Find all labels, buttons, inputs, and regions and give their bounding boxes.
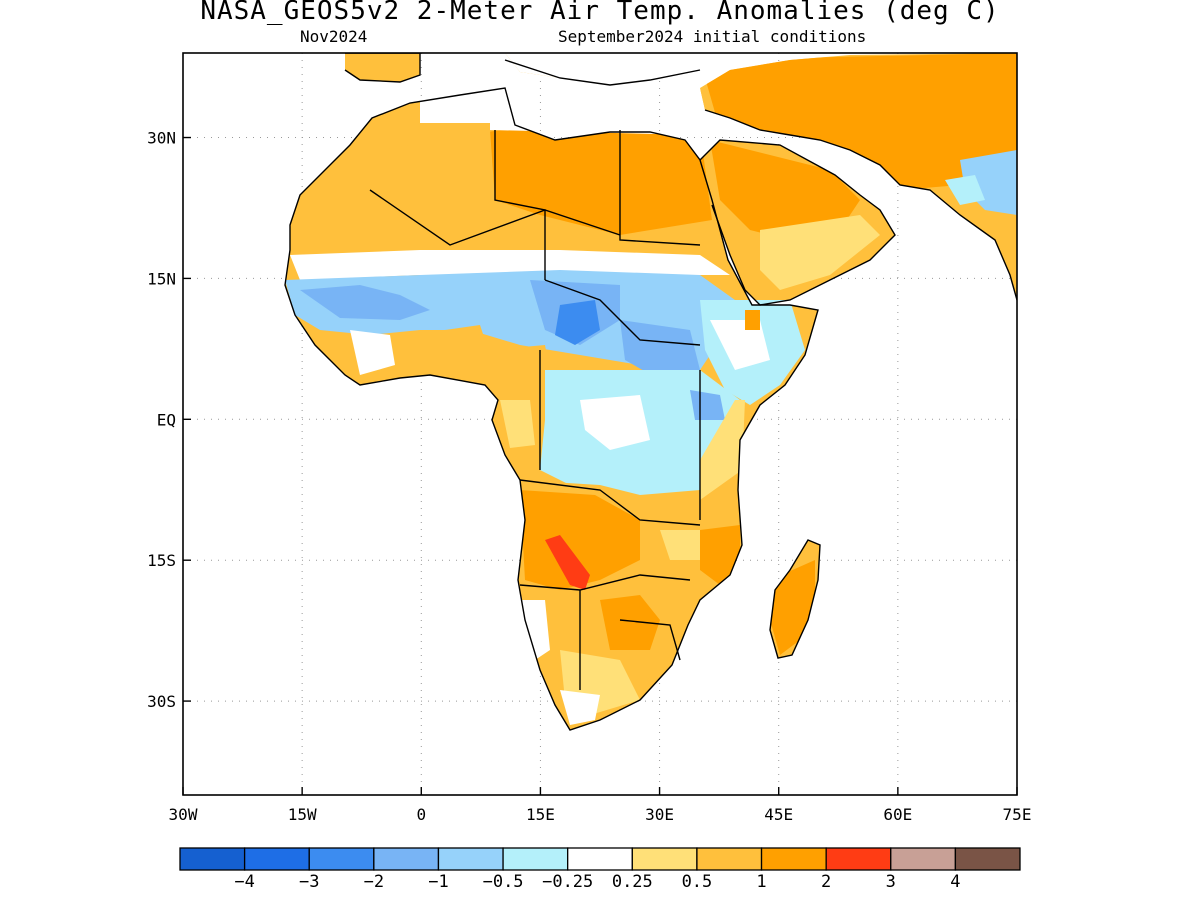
y-tick-label: 15S	[147, 551, 176, 570]
colorbar-label: 1	[756, 872, 766, 892]
valid-month-label: Nov2024	[300, 27, 368, 46]
init-conditions-label: September2024 initial conditions	[558, 27, 867, 46]
colorbar-label: 0.5	[682, 872, 713, 892]
colorbar-bin	[567, 847, 633, 871]
x-tick-label: 45E	[764, 805, 793, 824]
colorbar-bin	[890, 847, 957, 871]
y-tick-label: 30S	[147, 692, 176, 711]
colorbar-bin	[308, 847, 375, 871]
y-tick-label: 30N	[147, 129, 176, 148]
colorbar-bin	[760, 847, 827, 871]
coastline-outlines	[284, 53, 1017, 731]
colorbar-label: 3	[886, 872, 896, 892]
map-frame	[182, 52, 1018, 796]
latitude-axis: 30N 15N EQ 15S 30S	[147, 129, 191, 711]
land-anomaly-field	[285, 53, 1017, 730]
colorbar-label: 2	[821, 872, 831, 892]
colorbar-bin	[502, 847, 569, 871]
x-tick-label: 30E	[645, 805, 674, 824]
colorbar-label: −2	[364, 872, 384, 892]
map-title: NASA_GEOS5v2 2-Meter Air Temp. Anomalies…	[200, 0, 1000, 26]
colorbar-bin	[631, 847, 698, 871]
colorbar-bin	[243, 847, 310, 871]
colorbar-bin	[696, 847, 763, 871]
x-tick-label: 0	[416, 805, 426, 824]
colorbar-label: −0.25	[542, 872, 593, 892]
longitude-axis: 30W 15W 0 15E 30E 45E 60E 75E	[169, 787, 1032, 824]
colorbar-label: 0.25	[612, 872, 653, 892]
colorbar-label: 4	[950, 872, 960, 892]
colorbar-bin	[954, 847, 1021, 871]
x-tick-label: 15E	[526, 805, 555, 824]
y-tick-label: EQ	[157, 410, 176, 429]
colorbar-label: −3	[299, 872, 319, 892]
colorbar-bin	[825, 847, 892, 871]
x-tick-label: 75E	[1003, 805, 1032, 824]
colorbar-bin	[179, 847, 246, 871]
colorbar-label: −0.5	[483, 872, 524, 892]
colorbar-label: −1	[428, 872, 448, 892]
colorbar: −4 −3 −2 −1 −0.5 −0.25 0.25 0.5 1 2 3 4	[179, 847, 1021, 892]
x-tick-label: 30W	[169, 805, 198, 824]
colorbar-bin	[437, 847, 504, 871]
y-tick-label: 15N	[147, 269, 176, 288]
colorbar-label: −4	[234, 872, 254, 892]
x-tick-label: 60E	[883, 805, 912, 824]
x-tick-label: 15W	[288, 805, 317, 824]
colorbar-bin	[373, 847, 440, 871]
